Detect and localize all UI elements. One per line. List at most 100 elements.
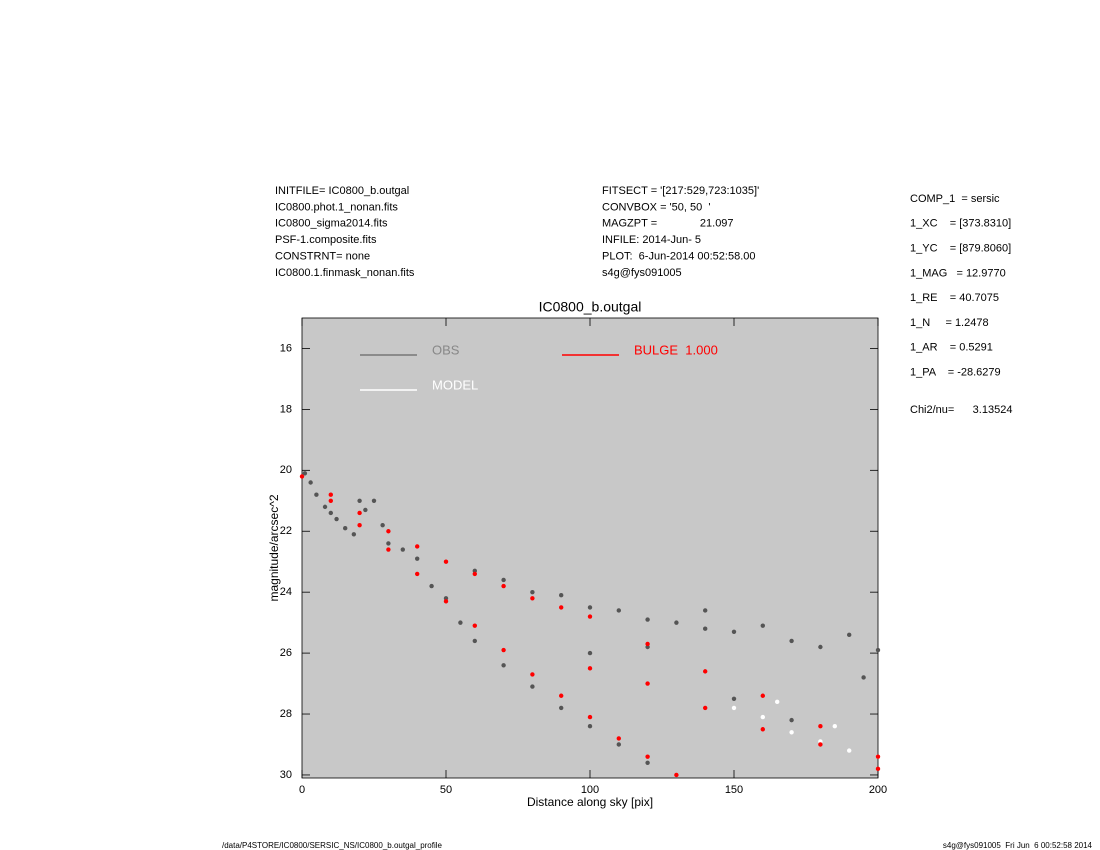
data-point [386, 547, 391, 552]
data-point [645, 641, 650, 647]
data-point [587, 714, 593, 720]
data-point [847, 632, 852, 638]
data-point [587, 724, 593, 729]
data-point [587, 614, 593, 619]
data-point [760, 714, 765, 720]
data-point [674, 772, 679, 778]
data-point [645, 760, 650, 765]
header-left-line: CONSTRNT= none [275, 251, 370, 263]
data-point [703, 669, 708, 674]
y-tick-label: 26 [280, 647, 292, 659]
data-point [559, 693, 564, 698]
data-point [501, 647, 506, 653]
x-tick-label: 0 [299, 784, 305, 796]
data-point [334, 516, 339, 522]
data-point [343, 525, 348, 531]
data-point [458, 620, 463, 625]
chart-title: IC0800_b.outgal [539, 299, 642, 315]
data-point [559, 593, 564, 598]
data-point [415, 556, 420, 561]
y-axis-label: magnitude/arcsec^2 [267, 494, 281, 601]
x-tick-label: 100 [581, 784, 599, 796]
data-point [328, 510, 333, 516]
data-point [789, 730, 794, 735]
data-point [443, 599, 449, 604]
data-point [616, 742, 621, 747]
data-point [415, 571, 420, 577]
footer-stamp: s4g@fys091005 Fri Jun 6 00:52:58 2014 [943, 841, 1093, 850]
header-right-line: 1_MAG = 12.9770 [910, 267, 1006, 279]
data-point [674, 620, 679, 625]
header-middle-line: PLOT: 6-Jun-2014 00:52:58.00 [602, 251, 756, 263]
data-point [530, 672, 535, 677]
plot-area [301, 317, 879, 779]
header-middle-line: INFILE: 2014-Jun- 5 [602, 234, 701, 246]
data-point [429, 583, 434, 589]
data-point [472, 568, 477, 574]
data-point [731, 696, 737, 701]
data-point [616, 608, 621, 613]
y-tick-label: 24 [280, 586, 292, 598]
data-point [818, 739, 823, 744]
data-point [760, 727, 765, 732]
data-points [299, 471, 881, 778]
header-middle-line: FITSECT = '[217:529,723:1035]' [602, 185, 759, 197]
x-tick-label: 200 [869, 784, 887, 796]
data-point [472, 571, 477, 577]
header-right-line: 1_PA = -28.6279 [910, 367, 1001, 379]
data-point [703, 626, 708, 631]
header-left-line: IC0800.phot.1_nonan.fits [275, 201, 398, 213]
data-point [587, 650, 593, 656]
data-point [587, 666, 593, 671]
y-tick-label: 28 [280, 708, 292, 720]
data-point [322, 504, 328, 510]
data-point [501, 577, 506, 583]
data-point [472, 638, 477, 644]
data-point [415, 544, 420, 549]
data-point [559, 605, 564, 610]
data-point [645, 681, 650, 686]
data-point [308, 480, 313, 485]
header-right-line: COMP_1 = sersic [910, 193, 1000, 205]
data-point [443, 596, 449, 601]
data-point [818, 724, 823, 729]
data-point [775, 699, 780, 705]
data-point [357, 510, 362, 516]
data-point [875, 754, 881, 759]
data-point [501, 583, 506, 589]
data-point [703, 608, 708, 613]
data-point [818, 644, 823, 650]
data-point [731, 629, 737, 634]
data-point [731, 705, 737, 711]
legend-label: OBS [432, 342, 460, 357]
header-right-line: 1_RE = 40.7075 [910, 292, 999, 304]
y-tick-label: 18 [280, 403, 292, 415]
data-point [400, 547, 405, 552]
header-right-line: 1_YC = [879.8060] [910, 243, 1011, 255]
data-point [847, 748, 852, 753]
y-tick-label: 16 [280, 342, 292, 354]
data-point [357, 522, 362, 528]
x-tick-label: 50 [440, 784, 452, 796]
data-point [351, 532, 357, 537]
header-middle-line: s4g@fys091005 [602, 267, 682, 279]
data-point [302, 471, 308, 476]
header-middle-line: CONVBOX = '50, 50 ' [602, 201, 710, 213]
data-point [299, 474, 305, 479]
data-point [328, 492, 333, 497]
data-point [645, 754, 650, 759]
data-point [587, 605, 593, 610]
data-point [875, 766, 881, 772]
data-point [530, 596, 535, 601]
legend-label: BULGE 1.000 [634, 342, 718, 357]
header-right-line: 1_XC = [373.8310] [910, 218, 1011, 230]
data-point [530, 589, 535, 595]
data-point [645, 617, 650, 622]
data-point [357, 498, 362, 503]
x-tick-label: 150 [725, 784, 743, 796]
y-tick-label: 20 [280, 464, 292, 476]
data-point [314, 492, 319, 497]
data-point [371, 498, 377, 503]
data-point [501, 663, 506, 668]
